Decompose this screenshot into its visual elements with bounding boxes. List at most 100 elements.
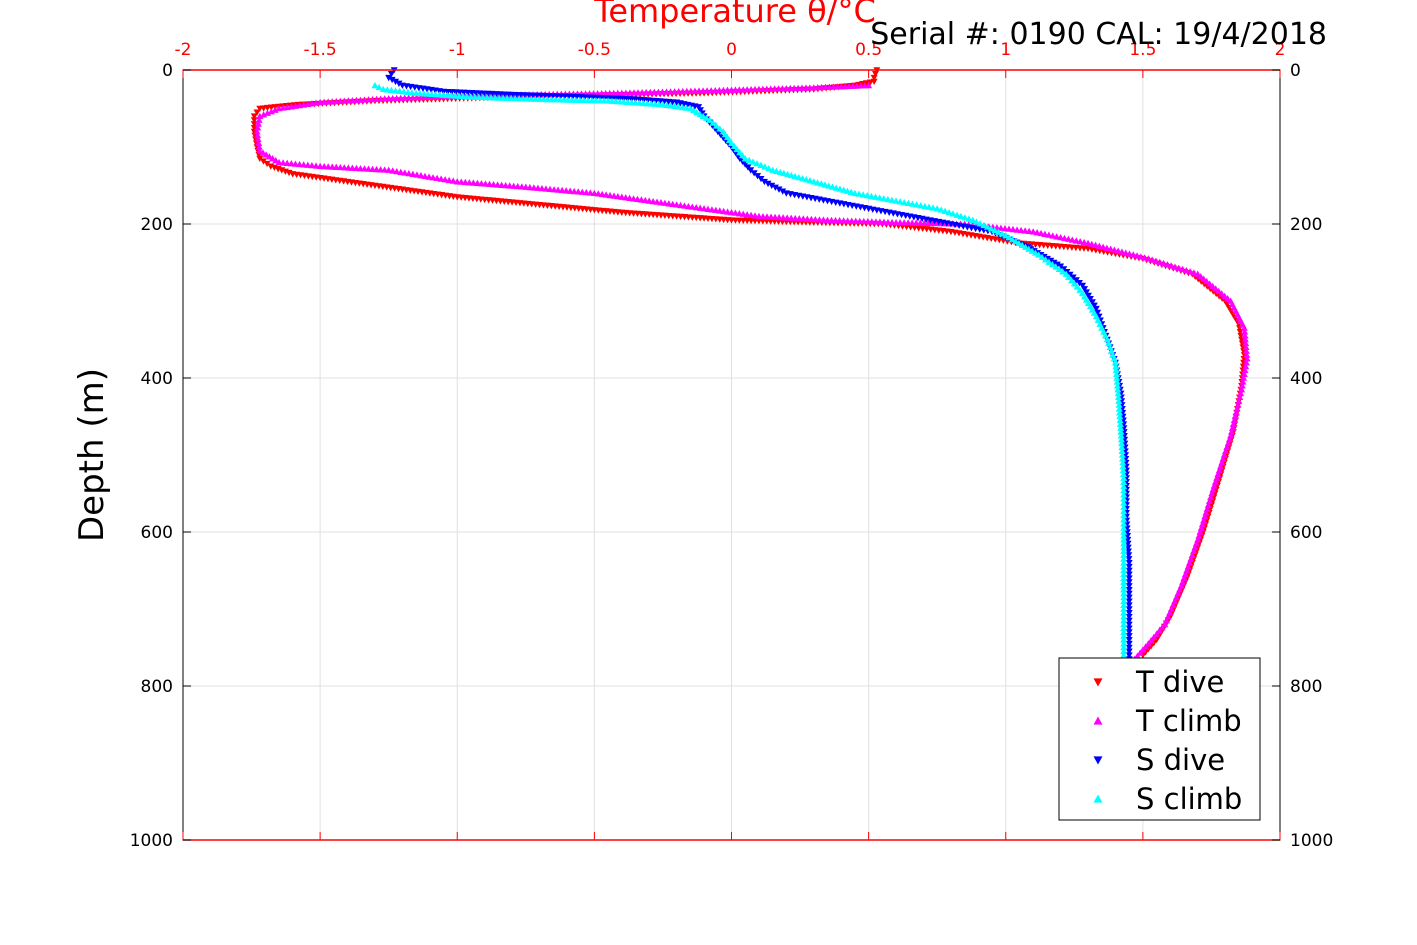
data-point [1125,613,1133,621]
data-point [308,100,316,107]
data-point [859,191,867,198]
data-point [449,177,457,184]
data-point [892,197,900,204]
data-point [1113,378,1121,385]
data-point [1148,256,1156,263]
data-point [1120,586,1128,593]
data-point [1241,366,1249,374]
data-point [388,76,396,84]
data-point [1242,362,1250,370]
data-point [259,158,267,165]
data-point [1125,652,1133,659]
data-point [1119,466,1127,474]
data-point [421,172,429,180]
data-point [1042,256,1050,263]
data-point [1125,637,1133,644]
data-point [1029,228,1037,235]
data-point [1241,336,1249,343]
data-point [1201,513,1209,520]
data-point [876,194,884,201]
data-point [1125,590,1133,598]
data-point [283,103,291,111]
x-tick-label: -0.5 [578,40,611,60]
data-point [383,86,391,93]
legend: T dive T climb S dive S climb [1058,657,1261,821]
data-point [1207,493,1215,501]
data-point [1117,428,1125,435]
data-point [1045,231,1053,238]
data-point [1240,374,1248,381]
data-point [1120,644,1128,651]
data-point [253,109,261,116]
data-point [1235,397,1243,404]
data-point [1125,575,1133,582]
data-point [1120,632,1128,639]
data-point [1125,563,1133,571]
data-point [1158,624,1166,631]
serial-cal-label: Serial #: 0190 CAL: 19/4/2018 [870,17,1327,52]
data-point [1171,263,1179,270]
data-point [1120,543,1128,551]
data-point [712,122,720,129]
data-point [1120,511,1128,519]
data-point [896,198,904,205]
data-point [1116,420,1124,427]
data-point [1119,455,1127,462]
data-point [1120,605,1128,612]
data-point [1088,299,1096,306]
data-point [851,189,859,196]
data-point [941,207,949,214]
y-tick-label-right: 600 [1290,523,1322,543]
data-point [953,211,961,218]
data-point [1125,583,1133,590]
data-point [1190,269,1198,276]
data-point [1117,432,1125,439]
series-s-dive [385,67,1133,663]
data-point [1125,644,1133,651]
data-point [263,160,271,168]
data-point [1120,574,1128,581]
data-point [1084,292,1092,299]
data-point [1153,630,1161,637]
data-point [1120,567,1128,574]
data-point [1136,649,1144,656]
x-tick-label: 0 [726,40,737,60]
data-point [1064,235,1072,242]
data-point [1238,382,1246,389]
data-point [396,87,404,94]
data-point [1125,598,1133,605]
data-point [1037,229,1045,237]
data-point [925,203,933,210]
data-point [254,124,262,131]
data-point [371,81,379,89]
data-point [1116,409,1124,416]
data-point [1114,389,1122,397]
data-point [1073,283,1081,290]
data-point [1123,525,1131,532]
data-point [765,164,773,172]
data-point [1057,233,1065,241]
data-point [1186,268,1194,275]
x-tick-label: 1 [1000,40,1011,60]
data-point [405,169,413,177]
y-tick-label-left: 600 [141,523,173,543]
data-point [256,112,264,119]
x-tick-label: 1.5 [1129,40,1156,60]
data-point [1240,370,1248,377]
data-point [1117,424,1125,431]
data-point [433,174,441,182]
data-point [1065,273,1073,281]
data-point [863,192,871,199]
data-point [379,85,387,93]
data-point [1198,520,1206,528]
data-point [389,167,397,174]
data-point [291,102,299,109]
data-point [1242,343,1250,350]
data-point [870,74,878,82]
data-point [1080,286,1088,293]
legend-label: T dive [1135,665,1224,699]
data-point [976,220,984,227]
data-point [304,100,312,107]
data-point [1156,258,1164,266]
